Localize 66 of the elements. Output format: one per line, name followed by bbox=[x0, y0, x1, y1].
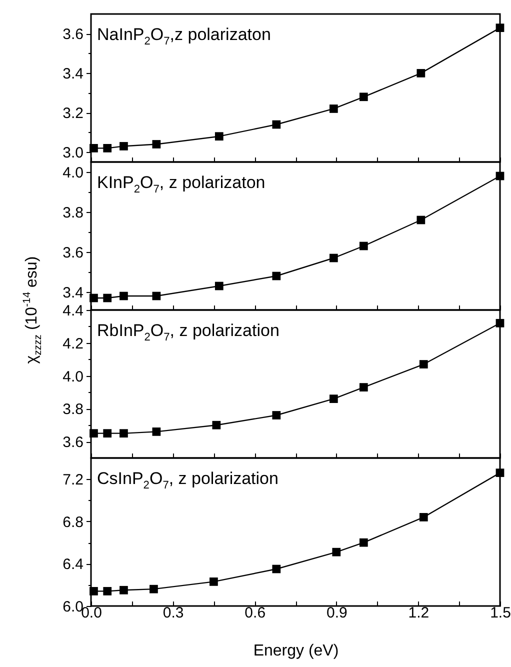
point bbox=[416, 216, 426, 224]
text: NaInP$_{2}$O$_{7}$,z polarizaton bbox=[97, 25, 271, 48]
point bbox=[329, 104, 338, 113]
point bbox=[416, 69, 426, 78]
point bbox=[359, 242, 368, 250]
x-tick-label: 1.2 bbox=[408, 604, 430, 622]
point bbox=[210, 578, 218, 586]
point bbox=[150, 584, 158, 594]
x-tick-label: 0.3 bbox=[162, 604, 184, 622]
point bbox=[90, 587, 98, 596]
x-tick-label: 1.5 bbox=[490, 604, 511, 622]
point bbox=[329, 394, 338, 403]
x-tick-label: 0.9 bbox=[326, 604, 348, 622]
point bbox=[120, 142, 128, 150]
y-tick-label: 3.0 bbox=[62, 144, 84, 162]
point bbox=[272, 411, 281, 420]
point bbox=[329, 254, 338, 262]
point bbox=[90, 429, 98, 438]
text: RbInP$_{2}$O$_{7}$, z polarization bbox=[97, 321, 280, 344]
point bbox=[120, 429, 128, 438]
y-tick-label: 3.8 bbox=[62, 401, 84, 418]
y-tick-label: 3.2 bbox=[62, 105, 84, 122]
y-tick-label: 4.4 bbox=[62, 302, 84, 320]
y-tick-label: 3.6 bbox=[62, 434, 84, 452]
point bbox=[496, 24, 504, 32]
point bbox=[496, 468, 504, 477]
point bbox=[496, 318, 504, 328]
point bbox=[272, 120, 281, 129]
point bbox=[90, 144, 98, 152]
point bbox=[152, 428, 161, 436]
point bbox=[359, 92, 368, 102]
point bbox=[152, 292, 161, 300]
text: KInP$_{2}$O$_{7}$, z polarizaton bbox=[97, 173, 266, 196]
point bbox=[103, 144, 112, 152]
y-tick-label: 7.2 bbox=[62, 472, 84, 489]
y-tick-label: 6.8 bbox=[62, 514, 84, 531]
y-tick-label: 4.0 bbox=[62, 368, 84, 386]
y-tick-label: 4.2 bbox=[62, 335, 84, 352]
text: CsInP$_{2}$O$_{7}$, z polarization bbox=[97, 469, 278, 492]
point bbox=[359, 383, 368, 392]
point bbox=[120, 586, 128, 594]
y-tick-label: 6.4 bbox=[62, 556, 84, 574]
point bbox=[419, 360, 428, 368]
y-tick-label: 4.0 bbox=[62, 164, 84, 182]
y-tick-label: 3.6 bbox=[62, 244, 84, 262]
x-axis-title: Energy (eV) bbox=[253, 642, 339, 660]
point bbox=[419, 513, 428, 522]
y-tick-label: 3.4 bbox=[62, 284, 84, 302]
point bbox=[103, 429, 112, 438]
point bbox=[90, 294, 98, 302]
x-tick-label: 0.6 bbox=[244, 604, 266, 622]
y-tick-label: 3.6 bbox=[62, 26, 84, 44]
y-tick-label: 3.4 bbox=[62, 66, 84, 83]
point bbox=[120, 292, 128, 300]
point bbox=[272, 272, 281, 280]
point bbox=[103, 294, 112, 302]
point bbox=[332, 548, 341, 556]
point bbox=[496, 172, 504, 180]
point bbox=[212, 420, 221, 430]
point bbox=[152, 140, 161, 148]
point bbox=[359, 538, 368, 547]
point bbox=[103, 587, 112, 596]
y-tick-label: 3.8 bbox=[62, 204, 84, 222]
point bbox=[272, 564, 281, 574]
point bbox=[214, 282, 224, 290]
point bbox=[214, 132, 224, 141]
